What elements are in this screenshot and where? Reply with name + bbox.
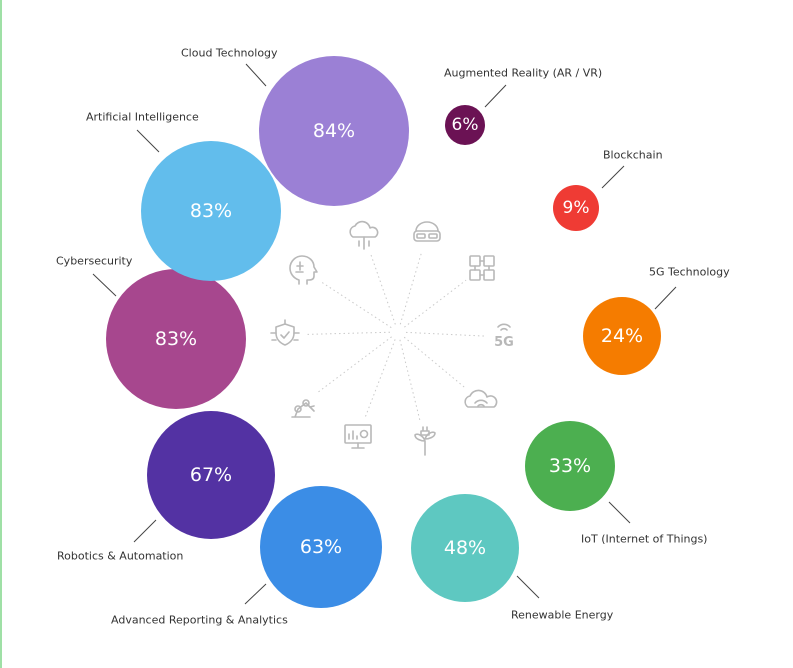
bubble-labels: Cloud Technology Augmented Reality (AR / … xyxy=(56,47,730,627)
bubble xyxy=(141,141,281,281)
bubble xyxy=(411,494,519,602)
blockchain-icon xyxy=(469,255,495,281)
bubble-value: 63% xyxy=(300,536,342,558)
bubble xyxy=(147,411,275,539)
cloud-icon xyxy=(349,220,379,250)
5g-signal-icon: 5G xyxy=(494,323,514,350)
bubble-label: IoT (Internet of Things) xyxy=(581,533,707,546)
bubble xyxy=(583,297,661,375)
cloud-wifi-icon xyxy=(464,389,498,408)
bubble-label: Robotics & Automation xyxy=(57,550,183,563)
spoke-line xyxy=(316,336,392,394)
bubble xyxy=(445,105,485,145)
bubble-value: 9% xyxy=(563,198,590,218)
left-edge-border xyxy=(0,0,2,668)
leader-lines xyxy=(92,63,677,605)
leader-line xyxy=(654,286,677,310)
bubble-value: 83% xyxy=(190,200,232,222)
bubble-label: Renewable Energy xyxy=(511,609,614,622)
bubble-value: 24% xyxy=(601,325,643,347)
shield-circuit-icon xyxy=(270,319,300,346)
bubble xyxy=(553,185,599,231)
bubble-value: 83% xyxy=(155,328,197,350)
leader-line xyxy=(484,84,507,108)
bubble xyxy=(106,269,246,409)
leader-line xyxy=(244,583,267,605)
bubble-value: 33% xyxy=(549,455,591,477)
leader-line xyxy=(516,575,540,599)
svg-text:5G: 5G xyxy=(494,335,514,350)
bubble-value: 84% xyxy=(313,120,355,142)
technology-icons: 5G xyxy=(270,220,514,456)
leader-line xyxy=(92,273,117,297)
spoke-line xyxy=(399,253,422,325)
plant-plug-icon xyxy=(414,426,436,456)
spoke-line xyxy=(319,280,392,329)
bubble-value: 6% xyxy=(452,115,479,135)
bubble-label: Artificial Intelligence xyxy=(86,111,199,124)
leader-line xyxy=(245,63,267,87)
bubble-label: 5G Technology xyxy=(649,266,730,279)
bubble-value: 48% xyxy=(444,537,486,559)
spoke-line xyxy=(304,331,391,335)
radial-spokes xyxy=(304,253,485,422)
leader-line xyxy=(608,501,631,524)
bubble-label: Cybersecurity xyxy=(56,255,133,268)
leader-line xyxy=(136,129,160,153)
spoke-line xyxy=(370,253,396,325)
bubble-label: Blockchain xyxy=(603,149,663,162)
leader-line xyxy=(601,165,625,189)
spoke-line xyxy=(404,279,467,328)
vr-headset-icon xyxy=(413,221,441,242)
bubble xyxy=(259,56,409,206)
bubble xyxy=(525,421,615,511)
bubble xyxy=(260,486,382,608)
bubble-label: Cloud Technology xyxy=(181,47,278,60)
spoke-line xyxy=(399,339,421,422)
robot-arm-icon xyxy=(291,399,315,418)
analytics-monitor-icon xyxy=(344,424,372,449)
bubble-value: 67% xyxy=(190,464,232,486)
bubble-label: Augmented Reality (AR / VR) xyxy=(444,67,602,80)
bubble-label: Advanced Reporting & Analytics xyxy=(111,614,288,627)
spoke-line xyxy=(364,339,396,418)
spoke-line xyxy=(405,331,485,337)
leader-line xyxy=(133,519,157,543)
ai-head-icon xyxy=(289,255,318,285)
bubbles: 84% 6% 9% 24% 33% 48% 63% 67% 83% 83% xyxy=(106,56,661,608)
spoke-line xyxy=(403,336,466,389)
